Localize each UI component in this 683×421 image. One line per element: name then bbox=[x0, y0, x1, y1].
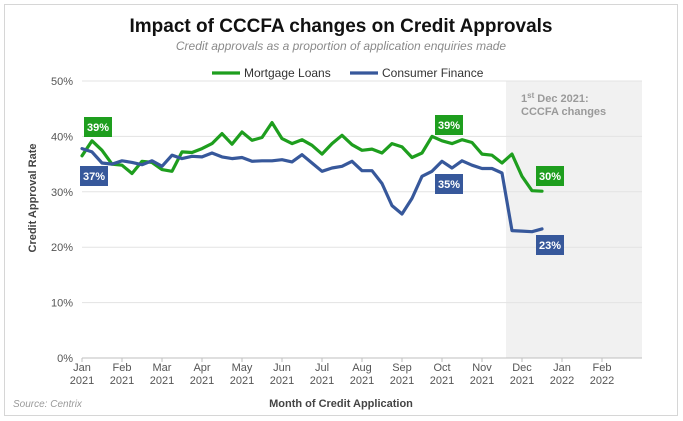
data-label: 39% bbox=[84, 117, 112, 137]
x-tick-month: Jan bbox=[73, 362, 91, 374]
y-tick-label: 20% bbox=[51, 242, 73, 254]
x-tick-year: 2022 bbox=[550, 375, 574, 387]
x-tick-year: 2021 bbox=[390, 375, 414, 387]
x-tick-year: 2022 bbox=[590, 375, 614, 387]
data-label-box bbox=[84, 117, 112, 137]
y-tick-label: 0% bbox=[57, 353, 73, 365]
x-tick-label: Nov 2021 bbox=[470, 362, 494, 387]
y-tick-label: 50% bbox=[51, 76, 73, 88]
x-tick-year: 2021 bbox=[430, 375, 454, 387]
x-tick-month: Sep bbox=[392, 362, 412, 374]
x-tick-label: Feb 2021 bbox=[110, 362, 134, 387]
data-label-text: 37% bbox=[83, 171, 105, 183]
y-tick-label: 30% bbox=[51, 187, 73, 199]
data-labels: 39% 37% 39% 35% 30% 23% bbox=[80, 115, 564, 255]
data-label: 35% bbox=[435, 174, 463, 194]
x-tick-month: Jul bbox=[315, 362, 329, 374]
x-tick-month: Oct bbox=[433, 362, 450, 374]
data-label-box bbox=[536, 235, 564, 255]
x-tick-year: 2021 bbox=[470, 375, 494, 387]
x-tick-year: 2021 bbox=[230, 375, 254, 387]
data-label-box bbox=[435, 115, 463, 135]
x-tick-label: Jul 2021 bbox=[310, 362, 334, 387]
data-label: 37% bbox=[80, 166, 108, 186]
data-label: 23% bbox=[536, 235, 564, 255]
legend-label-consumer-finance: Consumer Finance bbox=[382, 66, 484, 80]
data-label-text: 23% bbox=[539, 240, 561, 252]
data-label: 39% bbox=[435, 115, 463, 135]
cccfa-change-shaded-region bbox=[506, 81, 642, 358]
chart-subtitle: Credit approvals as a proportion of appl… bbox=[176, 39, 507, 53]
x-tick-label: Jan 2021 bbox=[70, 362, 94, 387]
x-tick-label: Oct 2021 bbox=[430, 362, 454, 387]
annotation-date: Dec 2021: bbox=[534, 93, 588, 105]
x-tick-month: Mar bbox=[153, 362, 172, 374]
x-tick-month: Feb bbox=[593, 362, 612, 374]
x-tick-month: Apr bbox=[193, 362, 210, 374]
annotation-line-1: 1st Dec 2021: bbox=[521, 91, 589, 105]
x-tick-label: May 2021 bbox=[230, 362, 254, 387]
y-tick-label: 40% bbox=[51, 131, 73, 143]
x-tick-label: Mar 2021 bbox=[150, 362, 174, 387]
data-label-text: 35% bbox=[438, 179, 460, 191]
chart-frame bbox=[4, 4, 678, 416]
y-tick-label: 10% bbox=[51, 298, 73, 310]
x-tick-label: Feb 2022 bbox=[590, 362, 614, 387]
data-label-text: 39% bbox=[87, 122, 109, 134]
chart-title: Impact of CCCFA changes on Credit Approv… bbox=[130, 16, 553, 37]
x-tick-label: Aug 2021 bbox=[350, 362, 374, 387]
legend: Mortgage Loans Consumer Finance bbox=[212, 66, 484, 80]
x-tick-year: 2021 bbox=[350, 375, 374, 387]
x-tick-label: Sep 2021 bbox=[390, 362, 414, 387]
annotation-day: 1 bbox=[521, 93, 527, 105]
series-lines bbox=[80, 120, 544, 234]
series-line-1 bbox=[80, 147, 544, 234]
x-tick-month: Dec bbox=[512, 362, 532, 374]
data-label-box bbox=[536, 166, 564, 186]
x-tick-month: Feb bbox=[113, 362, 132, 374]
x-tick-year: 2021 bbox=[150, 375, 174, 387]
x-tick-month: May bbox=[232, 362, 253, 374]
legend-label-mortgage-loans: Mortgage Loans bbox=[244, 66, 331, 80]
x-tick-year: 2021 bbox=[70, 375, 94, 387]
x-tick-label: Apr 2021 bbox=[190, 362, 214, 387]
x-tick-label: Jan 2022 bbox=[550, 362, 574, 387]
x-tick-month: Nov bbox=[472, 362, 492, 374]
x-tick-year: 2021 bbox=[110, 375, 134, 387]
series-line-0 bbox=[80, 120, 544, 193]
source-note: Source: Centrix bbox=[13, 399, 83, 410]
data-label-text: 39% bbox=[438, 120, 460, 132]
x-tick-year: 2021 bbox=[310, 375, 334, 387]
y-axis-title: Credit Approval Rate bbox=[27, 143, 39, 252]
data-label-text: 30% bbox=[539, 171, 561, 183]
x-axis-title: Month of Credit Application bbox=[269, 398, 413, 410]
x-tick-year: 2021 bbox=[190, 375, 214, 387]
x-tick-year: 2021 bbox=[510, 375, 534, 387]
data-label: 30% bbox=[536, 166, 564, 186]
x-tick-month: Aug bbox=[352, 362, 372, 374]
annotation-line-2: CCCFA changes bbox=[521, 106, 606, 118]
x-tick-label: Jun 2021 bbox=[270, 362, 294, 387]
x-tick-year: 2021 bbox=[270, 375, 294, 387]
x-tick-month: Jan bbox=[553, 362, 571, 374]
x-tick-label: Dec 2021 bbox=[510, 362, 534, 387]
data-label-box bbox=[435, 174, 463, 194]
x-tick-month: Jun bbox=[273, 362, 291, 374]
y-axis-ticks: 0% 10% 20% 30% 40% 50% bbox=[51, 76, 73, 365]
data-label-box bbox=[80, 166, 108, 186]
annotation-ordinal: st bbox=[527, 91, 534, 100]
